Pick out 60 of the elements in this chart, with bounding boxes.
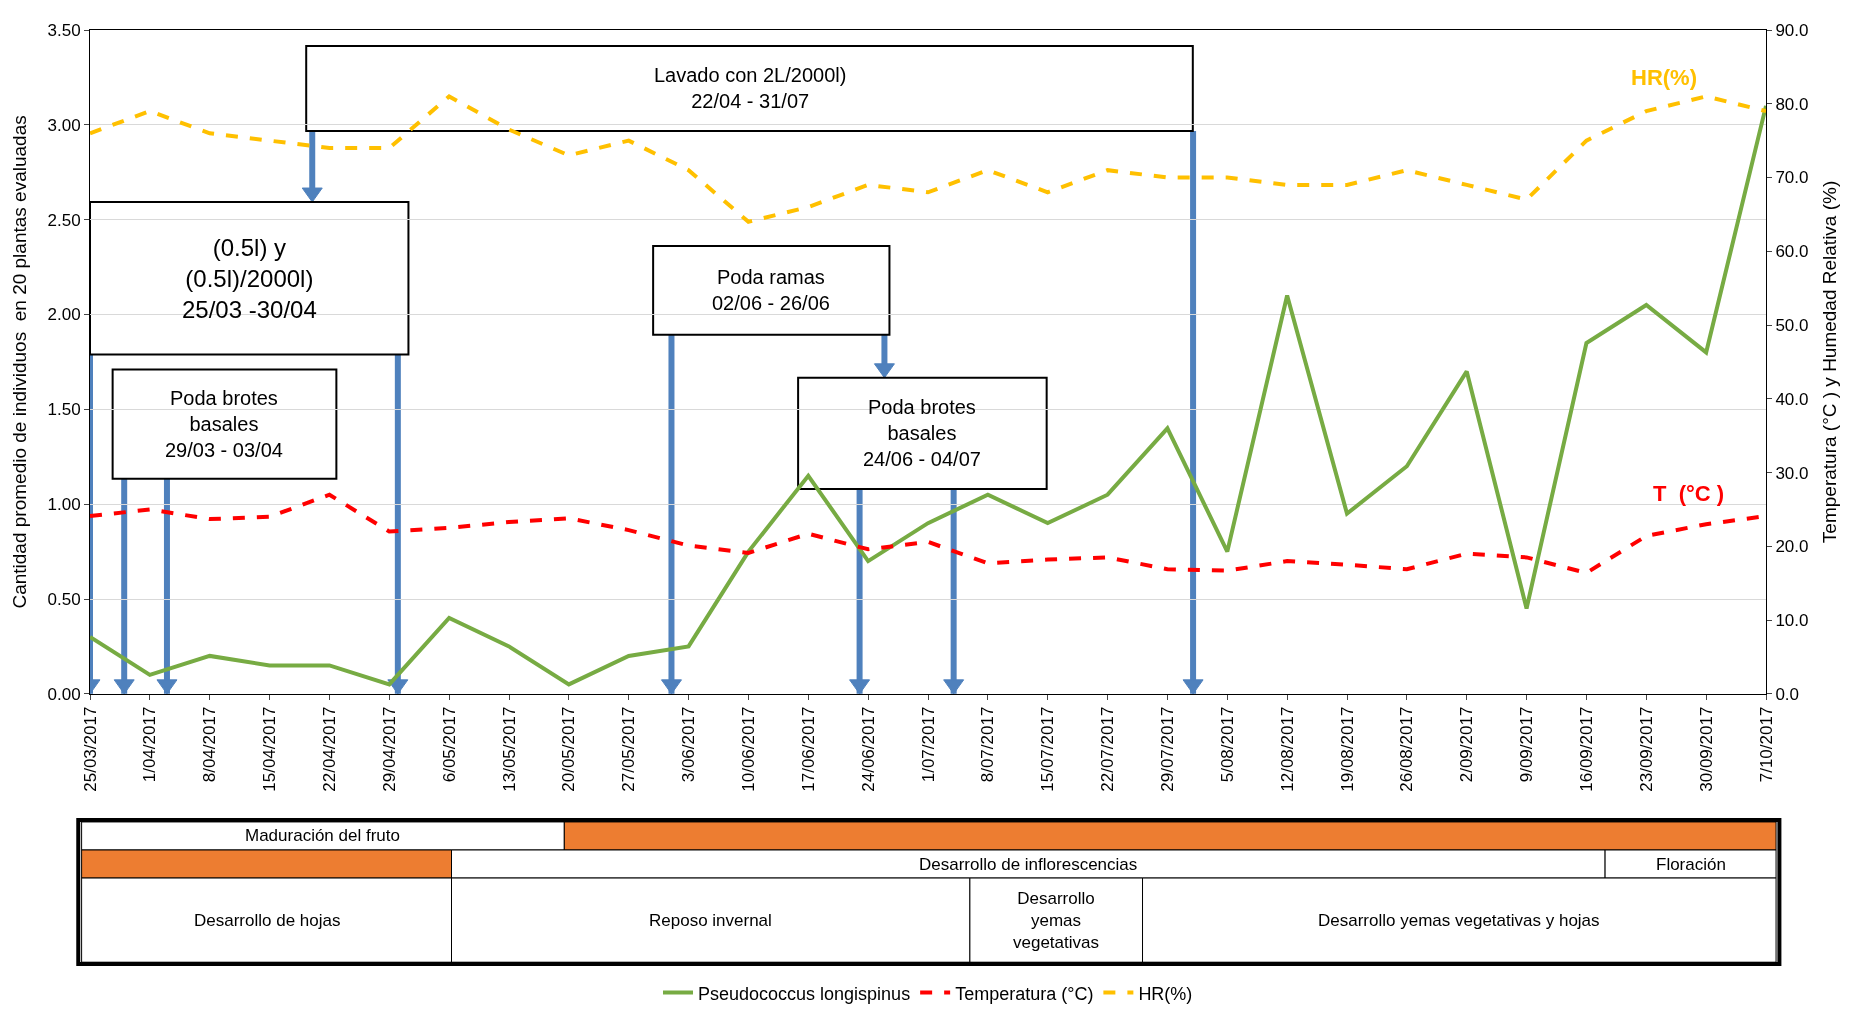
legend-label: HR(%) [1138,983,1193,1004]
y2-tick-label: 60.0 [1775,242,1809,262]
x-tick-label: 8/04/2017 [200,706,220,783]
y-tick-label: 2.50 [47,210,81,230]
x-tick-label: 22/04/2017 [319,706,339,792]
annotation: T (°C ) [1653,481,1725,506]
x-tick-label: 13/05/2017 [499,706,519,792]
annotation: Poda ramas 02/06 - 26/06 [712,266,830,314]
y2-tick-label: 70.0 [1775,168,1809,188]
legend-label: Pseudococcus longispinus [698,983,911,1004]
annotation: (0.5l) y (0.5l)/2000l) 25/03 -30/04 [182,234,317,324]
x-tick-label: 2/09/2017 [1457,706,1477,783]
y2-tick-label: 0.0 [1775,684,1800,704]
y2-tick-label: 30.0 [1775,463,1809,483]
y2-tick-label: 20.0 [1775,537,1809,557]
x-tick-label: 24/06/2017 [858,706,878,792]
x-tick-label: 10/06/2017 [738,706,758,792]
x-tick-label: 6/05/2017 [439,706,459,783]
x-tick-label: 8/07/2017 [978,706,998,783]
y-tick-label: 0.50 [47,589,81,609]
x-tick-label: 23/09/2017 [1636,706,1656,792]
x-tick-label: 12/08/2017 [1277,706,1297,792]
x-tick-label: 30/09/2017 [1696,706,1716,792]
x-tick-label: 7/10/2017 [1756,706,1776,783]
y-axis-title: Cantidad promedio de individuos en 20 plantas evaluadas [9,115,31,609]
y-tick-label: 1.50 [47,400,81,420]
y-tick-label: 3.50 [47,20,81,40]
y2-tick-label: 90.0 [1775,20,1809,40]
x-tick-label: 29/04/2017 [379,706,399,792]
x-tick-label: 25/03/2017 [80,706,100,792]
annotation: Poda brotes basales 29/03 - 03/04 [165,387,283,461]
y2-tick-label: 80.0 [1775,94,1809,114]
x-tick-label: 17/06/2017 [798,706,818,792]
y-tick-label: 3.00 [47,115,81,135]
x-tick-label: 22/07/2017 [1098,706,1118,792]
y2-tick-label: 10.0 [1775,611,1809,631]
legend-label: Temperatura (°C) [955,983,1094,1004]
x-tick-label: 16/09/2017 [1576,706,1596,792]
x-tick-label: 15/07/2017 [1038,706,1058,792]
x-tick-label: 19/08/2017 [1337,706,1357,792]
x-tick-label: 20/05/2017 [559,706,579,792]
y2-tick-label: 50.0 [1775,315,1809,335]
x-tick-label: 1/07/2017 [918,706,938,783]
x-tick-label: 9/09/2017 [1517,706,1537,783]
y-tick-label: 0.00 [47,684,81,704]
x-tick-label: 26/08/2017 [1397,706,1417,792]
x-tick-label: 5/08/2017 [1217,706,1237,783]
x-tick-label: 27/05/2017 [619,706,639,792]
annotation: Poda brotes basales 24/06 - 04/07 [863,396,981,470]
x-tick-label: 1/04/2017 [140,706,160,783]
x-tick-label: 29/07/2017 [1157,706,1177,792]
annotation: HR(%) [1631,65,1697,90]
y2-tick-label: 40.0 [1775,389,1809,409]
y-tick-label: 1.00 [47,495,81,515]
annotation: Lavado con 2L/2000l) 22/04 - 31/07 [654,64,847,112]
y-tick-label: 2.00 [47,305,81,325]
line-series [90,94,1766,224]
x-tick-label: 3/06/2017 [679,706,699,783]
x-tick-label: 15/04/2017 [260,706,280,792]
y2-axis-title: Temperatura (°C ) y Humedad Relativa (%) [1819,180,1841,544]
